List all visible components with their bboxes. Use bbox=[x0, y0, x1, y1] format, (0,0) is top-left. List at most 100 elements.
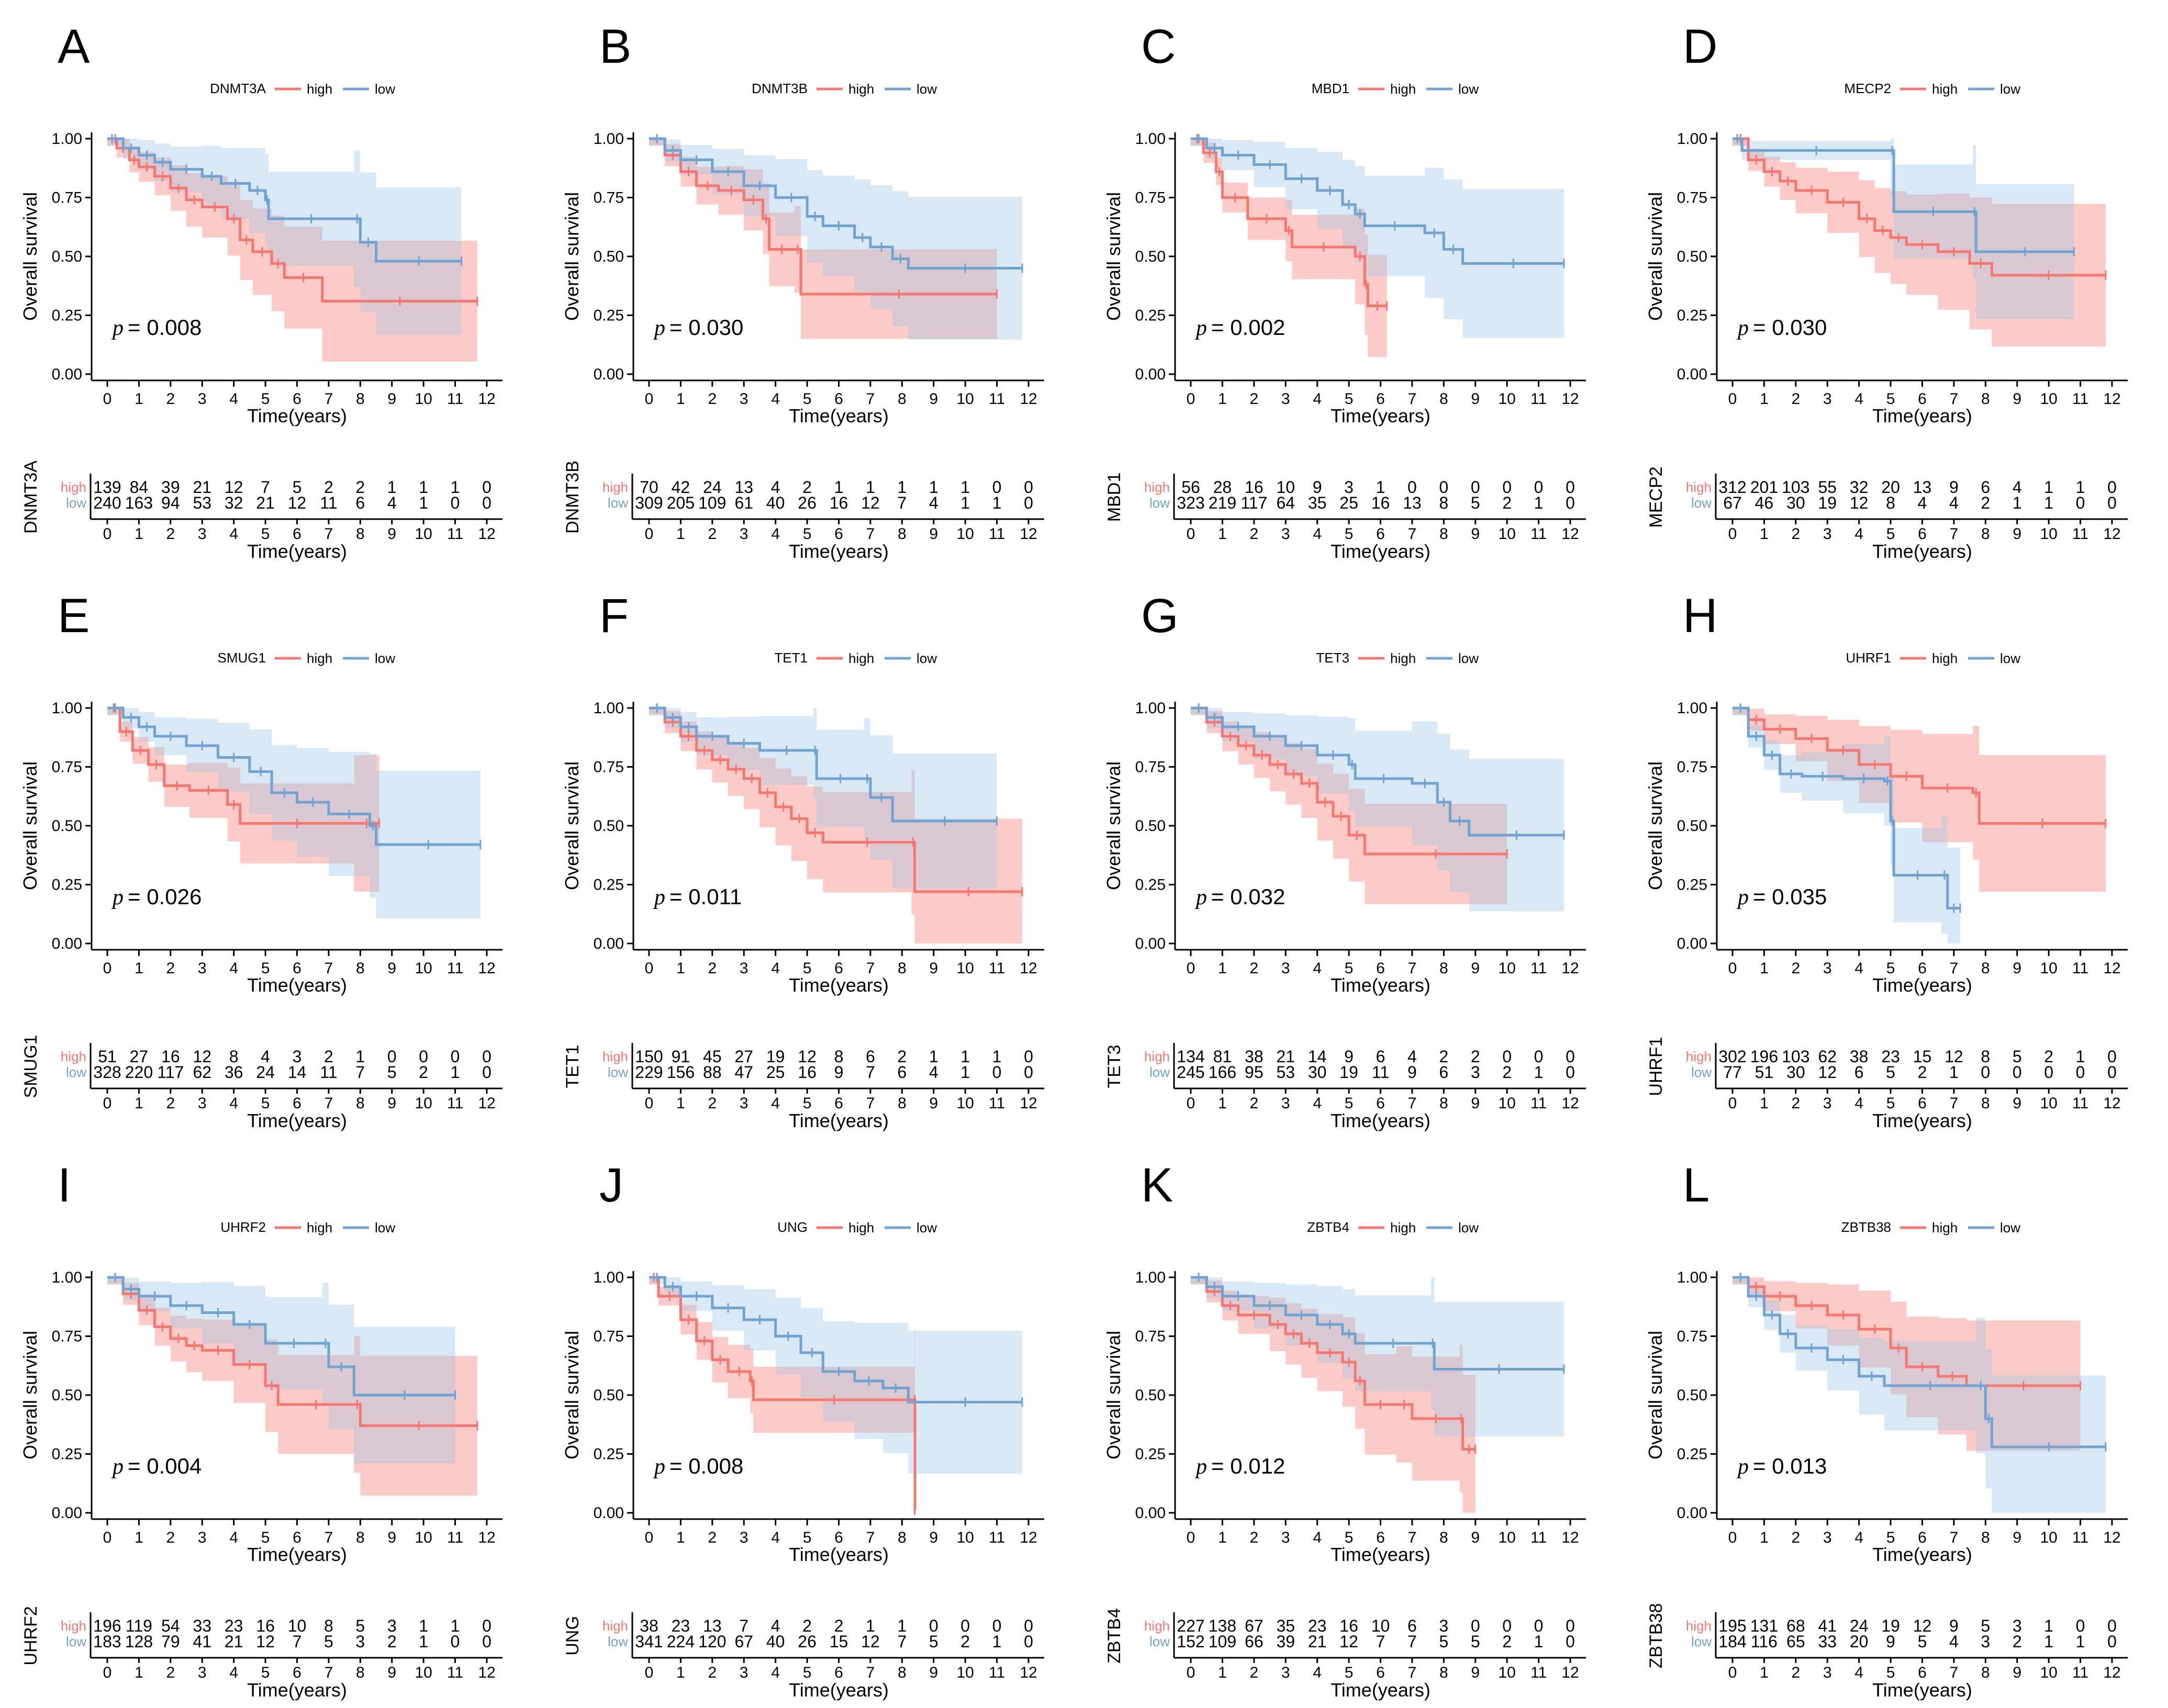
survival-curve-high bbox=[1733, 1276, 2081, 1387]
x-tick-label: 1 bbox=[1760, 960, 1769, 977]
risk-count-high: 201 bbox=[1750, 478, 1778, 497]
p-value: p = 0.026 bbox=[111, 884, 202, 909]
risk-count-high: 12 bbox=[1945, 1047, 1963, 1066]
risk-count-high: 8 bbox=[324, 1616, 333, 1635]
risk-count-high: 312 bbox=[1718, 478, 1746, 497]
risk-label-low: low bbox=[66, 495, 86, 511]
risk-x-tick-label: 9 bbox=[387, 1095, 396, 1112]
p-number: = 0.011 bbox=[669, 884, 742, 909]
panel-letter: E bbox=[58, 589, 90, 643]
risk-x-tick-label: 6 bbox=[834, 1095, 843, 1112]
risk-count-low: 0 bbox=[1024, 493, 1033, 512]
risk-count-high: 196 bbox=[1750, 1047, 1778, 1066]
risk-count-low: 46 bbox=[1755, 493, 1774, 512]
risk-count-high: 6 bbox=[1407, 1616, 1417, 1635]
risk-x-tick-label: 6 bbox=[834, 525, 843, 543]
x-tick-label: 9 bbox=[1471, 1529, 1480, 1546]
risk-count-high: 0 bbox=[1502, 1616, 1512, 1635]
risk-count-low: 0 bbox=[482, 1063, 491, 1082]
risk-x-tick-label: 8 bbox=[1439, 1664, 1448, 1681]
risk-count-high: 5 bbox=[293, 478, 302, 497]
risk-x-tick-label: 8 bbox=[898, 1664, 907, 1681]
risk-count-low: 25 bbox=[1339, 493, 1358, 512]
risk-x-axis-title: Time(years) bbox=[1331, 1679, 1431, 1701]
risk-count-low: 4 bbox=[1949, 493, 1959, 512]
risk-count-high: 16 bbox=[161, 1047, 180, 1066]
y-tick-label: 1.00 bbox=[1135, 1269, 1166, 1286]
risk-x-tick-label: 9 bbox=[929, 1095, 938, 1112]
risk-x-axis-title: Time(years) bbox=[247, 541, 347, 562]
risk-count-low: 21 bbox=[225, 1632, 243, 1651]
legend-title: UNG bbox=[777, 1219, 808, 1235]
risk-count-low: 67 bbox=[734, 1632, 753, 1651]
risk-count-low: 5 bbox=[1918, 1632, 1927, 1651]
risk-table-gene-label: UHRF1 bbox=[1646, 1037, 1666, 1096]
y-tick-label: 0.00 bbox=[1135, 366, 1166, 383]
x-tick-label: 2 bbox=[166, 390, 175, 408]
risk-count-high: 8 bbox=[834, 1047, 844, 1066]
risk-count-low: 341 bbox=[635, 1632, 663, 1651]
risk-count-high: 7 bbox=[739, 1616, 748, 1635]
y-tick-label: 0.75 bbox=[1135, 189, 1166, 207]
risk-label-high: high bbox=[1686, 1618, 1712, 1634]
risk-count-high: 9 bbox=[1313, 478, 1322, 497]
risk-label-low: low bbox=[1691, 1064, 1712, 1080]
p-value: p = 0.035 bbox=[1736, 884, 1827, 909]
y-tick-label: 0.75 bbox=[52, 759, 82, 776]
p-symbol: p bbox=[1194, 1455, 1207, 1479]
x-tick-label: 1 bbox=[1760, 390, 1769, 408]
risk-count-low: 309 bbox=[635, 493, 663, 512]
y-tick-label: 0.50 bbox=[52, 817, 82, 835]
risk-x-tick-label: 8 bbox=[356, 525, 365, 543]
risk-count-high: 1 bbox=[897, 1616, 907, 1635]
x-tick-label: 8 bbox=[356, 960, 365, 977]
risk-count-low: 16 bbox=[830, 493, 848, 512]
y-tick-label: 0.25 bbox=[1677, 307, 1707, 324]
risk-x-tick-label: 11 bbox=[989, 525, 1005, 543]
risk-count-low: 66 bbox=[1245, 1632, 1264, 1651]
survival-curve-low bbox=[107, 1276, 455, 1397]
risk-x-tick-label: 1 bbox=[1218, 1664, 1227, 1681]
risk-count-low: 35 bbox=[1308, 493, 1327, 512]
x-tick-label: 8 bbox=[1981, 960, 1990, 977]
risk-x-tick-label: 11 bbox=[1530, 1664, 1547, 1681]
risk-count-high: 227 bbox=[1177, 1616, 1204, 1635]
risk-count-low: 3 bbox=[1981, 1632, 1990, 1651]
x-axis-title: Time(years) bbox=[1331, 974, 1431, 996]
risk-x-tick-label: 6 bbox=[293, 525, 301, 543]
p-symbol: p bbox=[653, 1455, 665, 1479]
censor-marks-low bbox=[656, 703, 998, 826]
risk-count-high: 42 bbox=[672, 478, 690, 497]
x-tick-label: 6 bbox=[293, 390, 301, 408]
x-tick-label: 3 bbox=[198, 960, 207, 977]
risk-x-tick-label: 10 bbox=[1498, 1664, 1515, 1681]
risk-count-low: 12 bbox=[288, 493, 307, 512]
risk-count-low: 205 bbox=[667, 493, 695, 512]
risk-x-tick-label: 7 bbox=[325, 525, 333, 543]
survival-curve-high bbox=[107, 706, 379, 825]
risk-x-tick-label: 5 bbox=[803, 525, 812, 543]
risk-x-axis-title: Time(years) bbox=[247, 1110, 347, 1131]
risk-x-tick-label: 3 bbox=[1281, 1664, 1290, 1681]
x-axis-title: Time(years) bbox=[1872, 974, 1972, 996]
risk-count-low: 26 bbox=[798, 1632, 817, 1651]
legend: ZBTB4 high low bbox=[1307, 1219, 1479, 1235]
risk-count-high: 23 bbox=[672, 1616, 690, 1635]
x-tick-label: 7 bbox=[1408, 390, 1417, 408]
x-tick-label: 11 bbox=[2072, 1529, 2088, 1546]
x-axis-title: Time(years) bbox=[247, 405, 347, 426]
risk-count-high: 21 bbox=[1276, 1047, 1295, 1066]
risk-count-low: 7 bbox=[293, 1632, 302, 1651]
x-tick-label: 12 bbox=[2103, 390, 2120, 408]
risk-x-tick-label: 12 bbox=[478, 525, 495, 543]
p-symbol: p bbox=[1194, 316, 1207, 340]
survival-curve-high bbox=[1191, 706, 1507, 856]
risk-count-high: 2 bbox=[1471, 1047, 1480, 1066]
risk-x-tick-label: 0 bbox=[645, 525, 654, 543]
risk-count-high: 2 bbox=[324, 478, 333, 497]
x-tick-label: 8 bbox=[1439, 390, 1448, 408]
risk-count-low: 1 bbox=[2044, 493, 2053, 512]
